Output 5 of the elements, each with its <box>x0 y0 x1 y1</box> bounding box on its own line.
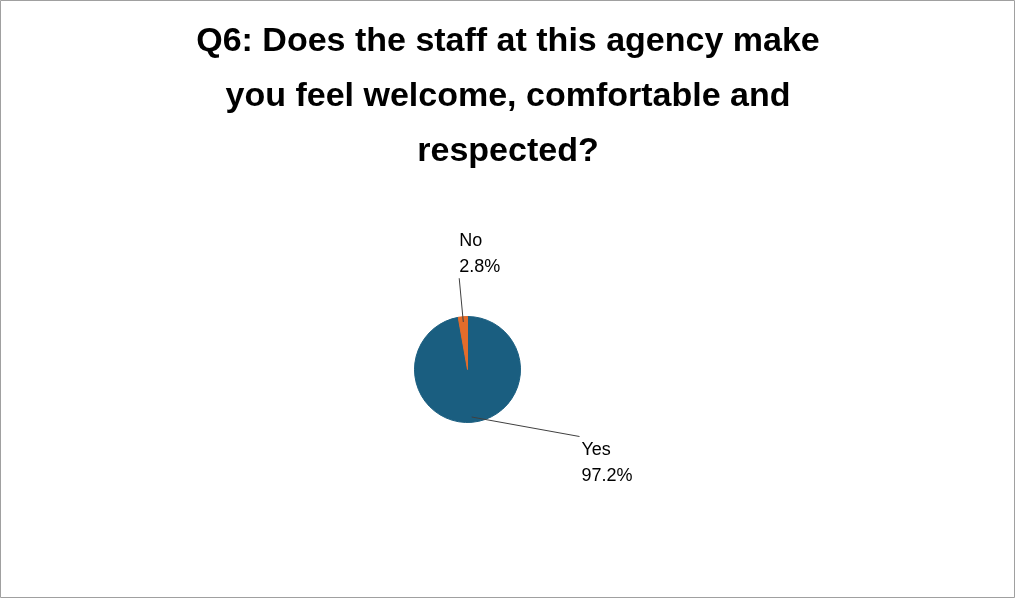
slice-label: No <box>459 230 483 251</box>
slice-label: Yes <box>581 438 611 459</box>
chart-title: Q6: Does the staff at this agency make you feel welcome, comfortable and respected? <box>196 19 820 168</box>
data-label: 2.8% <box>459 256 501 277</box>
data-label: 97.2% <box>581 464 633 485</box>
